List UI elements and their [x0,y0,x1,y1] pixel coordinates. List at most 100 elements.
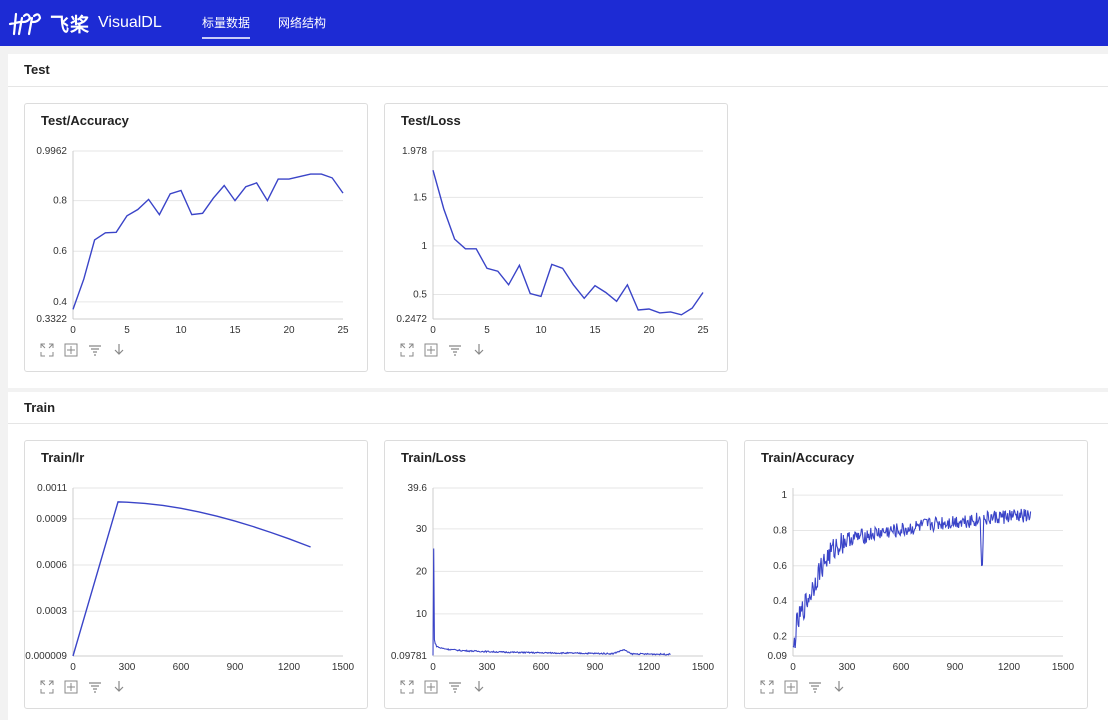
fit-icon[interactable] [783,679,799,695]
download-icon[interactable] [471,342,487,358]
chart-card-test-loss: Test/Loss 0.2472 0.5 1 1.5 1.978 0 5 10 15 20 25 [384,103,728,372]
x-tick-label: 15 [589,325,601,336]
chart-plot[interactable]: 0.09 0.2 0.4 0.6 0.8 1 0 300 600 900 1200 1500 [745,441,1089,710]
logo-text-cn: 飞桨 [50,14,91,36]
y-tick-label: 1.5 [413,192,427,203]
x-tick-label: 0 [70,662,76,673]
logo-text-en: VisualDL [98,14,162,31]
series-line [432,170,704,316]
x-tick-label: 1500 [1052,662,1075,673]
x-tick-label: 10 [535,325,547,336]
x-tick-label: 900 [587,662,604,673]
fit-icon[interactable] [423,679,439,695]
chart-plot[interactable]: 0.2472 0.5 1 1.5 1.978 0 5 10 15 20 25 [385,104,729,373]
x-tick-label: 600 [893,662,910,673]
x-tick-label: 0 [70,325,76,336]
filter-icon[interactable] [447,342,463,358]
x-tick-label: 1200 [998,662,1021,673]
chart-title: Train/Loss [401,450,467,465]
x-tick-label: 300 [839,662,856,673]
fit-icon[interactable] [63,342,79,358]
y-tick-label: 0.6 [53,246,67,257]
chart-plot[interactable]: 0.3322 0.4 0.6 0.8 0.9962 0 5 10 15 20 25 [25,104,369,373]
x-tick-label: 10 [175,325,187,336]
y-tick-label: 0.000009 [25,651,67,662]
series-line [792,508,1032,649]
x-tick-label: 1500 [692,662,715,673]
y-tick-label: 0.0006 [36,560,67,571]
paddle-logo-icon [8,12,42,36]
fit-icon[interactable] [63,679,79,695]
x-tick-label: 0 [430,662,436,673]
expand-icon[interactable] [399,342,415,358]
x-tick-label: 20 [283,325,295,336]
x-tick-label: 0 [790,662,796,673]
chart-title: Train/lr [41,450,85,465]
x-tick-label: 20 [643,325,655,336]
section-title-test[interactable]: Test [24,62,50,77]
chart-title: Train/Accuracy [761,450,855,465]
y-tick-label: 0.8 [53,196,67,207]
section-title-train[interactable]: Train [24,400,56,415]
y-tick-label: 1 [421,241,427,252]
x-tick-label: 300 [119,662,136,673]
x-tick-label: 1500 [332,662,355,673]
section-divider [8,423,1108,424]
chart-toolbar [759,679,847,695]
x-tick-label: 5 [124,325,130,336]
x-tick-label: 25 [337,325,349,336]
chart-plot[interactable]: 0.000009 0.0003 0.0006 0.0009 0.0011 0 300 600 9… [25,441,369,710]
y-tick-label: 20 [416,566,428,577]
y-tick-label: 1 [781,490,787,501]
y-tick-label: 30 [416,524,428,535]
series-line [72,501,311,657]
y-tick-label: 39.6 [408,483,428,494]
chart-plot[interactable]: 0.09781 10 20 30 39.6 0 300 600 900 1200 1500 [385,441,729,710]
x-tick-label: 1200 [278,662,301,673]
y-tick-label: 0.09 [768,651,788,662]
series-line [72,173,344,310]
x-tick-label: 600 [533,662,550,673]
download-icon[interactable] [471,679,487,695]
y-tick-label: 0.5 [413,289,427,300]
x-tick-label: 300 [479,662,496,673]
filter-icon[interactable] [447,679,463,695]
chart-card-train-loss: Train/Loss 0.09781 10 20 30 39.6 0 300 600 900 12… [384,440,728,709]
paddle-logo[interactable]: 飞桨 VisualDL [8,10,162,36]
filter-icon[interactable] [87,342,103,358]
y-tick-label: 0.4 [53,297,67,308]
y-tick-label: 0.2 [773,632,787,643]
y-tick-label: 1.978 [402,146,427,157]
expand-icon[interactable] [759,679,775,695]
chart-toolbar [399,679,487,695]
x-tick-label: 15 [229,325,241,336]
y-tick-label: 0.8 [773,525,787,536]
expand-icon[interactable] [39,342,55,358]
y-tick-label: 0.4 [773,596,787,607]
y-tick-label: 0.0003 [36,606,67,617]
chart-toolbar [399,342,487,358]
expand-icon[interactable] [39,679,55,695]
tab-scalars[interactable]: 标量数据 [202,16,251,39]
y-tick-label: 0.0011 [37,483,67,494]
download-icon[interactable] [111,342,127,358]
tab-graph[interactable]: 网络结构 [278,16,327,30]
y-tick-label: 0.3322 [36,314,67,325]
filter-icon[interactable] [87,679,103,695]
download-icon[interactable] [111,679,127,695]
x-tick-label: 25 [697,325,709,336]
fit-icon[interactable] [423,342,439,358]
chart-card-train-lr: Train/lr 0.000009 0.0003 0.0006 0.0009 0.001… [24,440,368,709]
download-icon[interactable] [831,679,847,695]
section-divider [8,86,1108,87]
x-tick-label: 5 [484,325,490,336]
x-tick-label: 0 [430,325,436,336]
chart-card-train-accuracy: Train/Accuracy 0.09 0.2 0.4 0.6 0.8 1 0 300 600 9… [744,440,1088,709]
y-tick-label: 0.6 [773,561,787,572]
filter-icon[interactable] [807,679,823,695]
x-tick-label: 600 [173,662,190,673]
x-tick-label: 900 [227,662,244,673]
x-tick-label: 1200 [638,662,661,673]
expand-icon[interactable] [399,679,415,695]
chart-title: Test/Loss [401,113,461,128]
